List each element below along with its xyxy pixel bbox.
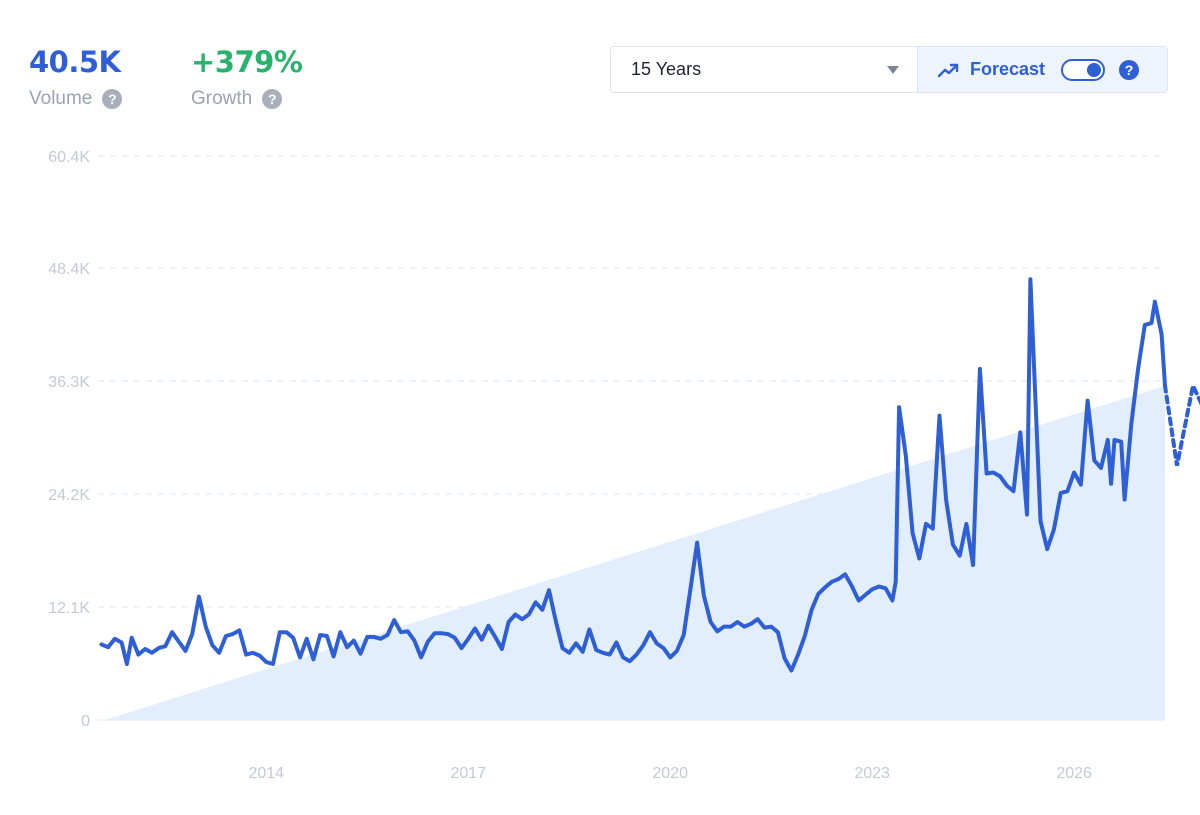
- volume-help-icon[interactable]: ?: [102, 89, 123, 109]
- x-axis: 2014 2017 2020 2023 2026: [248, 765, 1092, 782]
- trend-area: [104, 385, 1166, 720]
- x-tick-label: 2023: [854, 765, 890, 782]
- y-tick-label: 24.2K: [48, 487, 90, 504]
- x-tick-label: 2020: [652, 765, 688, 782]
- growth-stat: +379% Growth ?: [191, 42, 303, 110]
- toggle-knob: [1087, 62, 1102, 77]
- trending-up-icon: [938, 63, 959, 77]
- chevron-down-icon: [887, 65, 899, 74]
- volume-label-row: Volume ?: [29, 88, 123, 110]
- y-axis: 0 12.1K 24.2K 36.3K 48.4K 60.4K: [48, 149, 90, 730]
- y-tick-label: 0: [81, 713, 90, 730]
- growth-label-row: Growth ?: [191, 88, 302, 110]
- time-range-select[interactable]: 15 Years: [611, 47, 918, 92]
- x-tick-label: 2026: [1056, 765, 1092, 782]
- growth-value: +379%: [191, 45, 303, 79]
- growth-label: Growth: [191, 88, 253, 109]
- y-tick-label: 60.4K: [48, 149, 90, 166]
- forecast-panel: Forecast ?: [918, 47, 1167, 92]
- volume-stat: 40.5K Volume ?: [29, 42, 123, 110]
- y-tick-label: 36.3K: [48, 374, 90, 391]
- y-tick-label: 12.1K: [48, 600, 90, 617]
- forecast-line: [1163, 379, 1200, 467]
- forecast-label[interactable]: Forecast: [970, 59, 1046, 79]
- chart-controls: 15 Years Forecast ?: [610, 46, 1168, 93]
- trend-area-fill: [104, 385, 1166, 720]
- forecast-help-icon[interactable]: ?: [1119, 59, 1140, 80]
- growth-help-icon[interactable]: ?: [262, 89, 283, 109]
- volume-label: Volume: [29, 88, 93, 109]
- x-tick-label: 2014: [248, 765, 284, 782]
- y-tick-label: 48.4K: [48, 261, 90, 278]
- forecast-toggle[interactable]: [1061, 58, 1106, 81]
- x-tick-label: 2017: [450, 765, 486, 782]
- series-line: [99, 277, 1167, 673]
- series: [99, 277, 1200, 673]
- volume-value: 40.5K: [29, 45, 121, 79]
- time-range-value: 15 Years: [631, 59, 702, 79]
